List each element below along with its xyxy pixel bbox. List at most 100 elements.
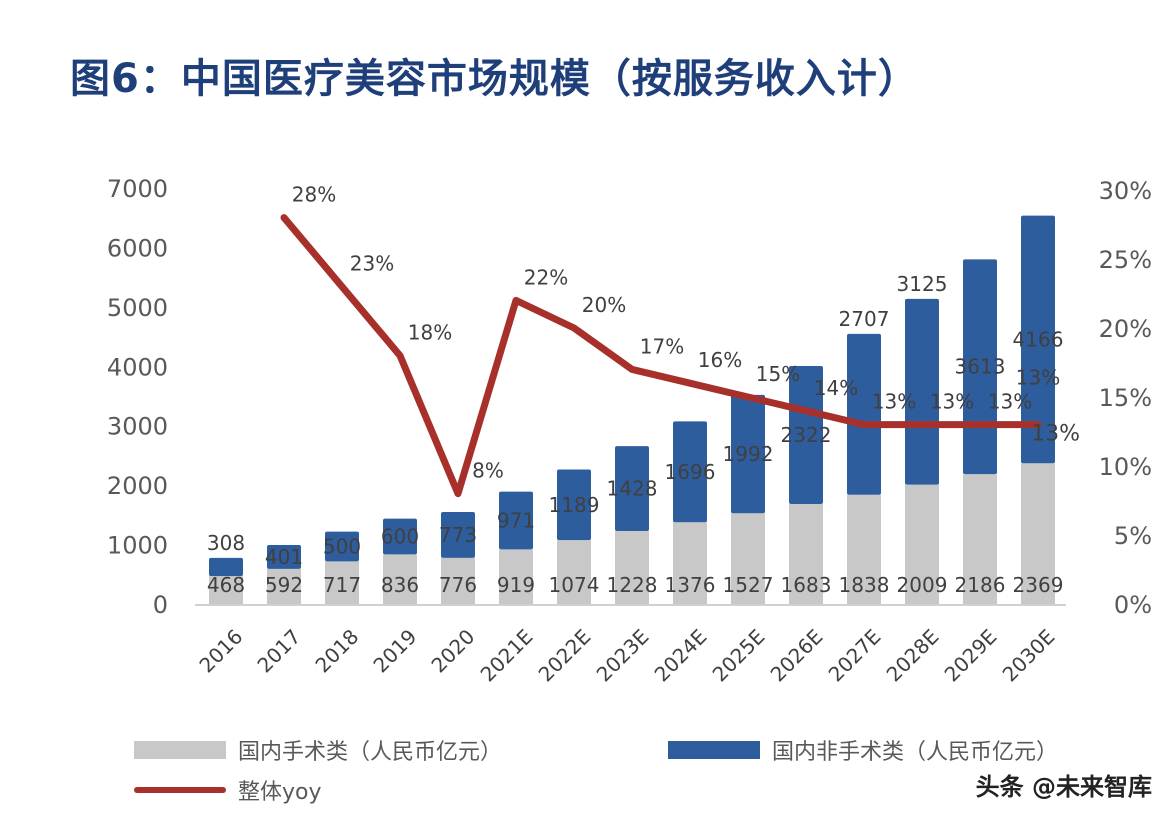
data-label-yoy: 23% xyxy=(350,252,394,276)
bar-surgical xyxy=(325,561,359,604)
data-label-surgical: 919 xyxy=(497,573,535,597)
data-label-yoy: 13% xyxy=(1016,366,1060,390)
x-axis-tick-label: 2025E xyxy=(708,624,770,686)
data-label-surgical: 776 xyxy=(439,573,477,597)
left-axis-tick-label: 4000 xyxy=(107,353,168,381)
data-label-nonsurgical: 308 xyxy=(207,531,245,555)
bar-nonsurgical xyxy=(963,259,997,475)
data-label-yoy: 16% xyxy=(698,348,742,372)
data-label-yoy: 22% xyxy=(524,265,568,289)
left-axis-tick-label: 6000 xyxy=(107,234,168,262)
data-label-surgical: 836 xyxy=(381,573,419,597)
data-label-yoy: 14% xyxy=(814,376,858,400)
right-axis-extra-label: 13% xyxy=(1031,422,1080,447)
data-label-yoy: 15% xyxy=(756,362,800,386)
data-label-surgical: 592 xyxy=(265,573,303,597)
data-label-nonsurgical: 3125 xyxy=(897,272,948,296)
data-label-surgical: 1228 xyxy=(607,573,658,597)
left-axis-tick-label: 2000 xyxy=(107,472,168,500)
x-axis-tick-label: 2028E xyxy=(882,624,944,686)
bars-layer xyxy=(209,215,1055,604)
bar-nonsurgical xyxy=(557,469,591,541)
x-axis-tick-label: 2022E xyxy=(534,624,596,686)
bar-surgical xyxy=(557,540,591,604)
data-label-yoy: 28% xyxy=(292,183,336,207)
bar-nonsurgical xyxy=(441,511,475,558)
left-axis-tick-label: 3000 xyxy=(107,413,168,441)
data-label-surgical: 1074 xyxy=(549,573,600,597)
x-axis-ticks: 2016 2017 2018 2019 20202021E2022E2023E2024E… xyxy=(194,624,1059,686)
data-label-surgical: 2009 xyxy=(897,573,948,597)
yoy-line xyxy=(280,214,1042,498)
data-label-surgical: 468 xyxy=(207,573,245,597)
data-label-yoy: 8% xyxy=(472,459,504,483)
data-label-nonsurgical: 4166 xyxy=(1013,327,1064,351)
data-label-yoy: 13% xyxy=(930,390,974,414)
x-axis-tick-label: 2023E xyxy=(592,624,654,686)
x-axis-tick-label: 2029E xyxy=(940,624,1002,686)
bar-surgical xyxy=(615,531,649,604)
bar-nonsurgical xyxy=(789,365,823,504)
data-labels-layer: 468 592 717 836 776 919 1074 1228 1376 1527 1683 18… xyxy=(207,183,1064,597)
x-axis-tick-label: 2021E xyxy=(476,624,538,686)
bar-nonsurgical xyxy=(615,446,649,532)
bar-surgical xyxy=(209,576,243,604)
data-label-surgical: 1683 xyxy=(781,573,832,597)
gray-bar-swatch-icon xyxy=(134,741,226,759)
red-line-swatch-icon xyxy=(134,787,226,793)
data-label-nonsurgical: 1992 xyxy=(723,442,774,466)
data-label-nonsurgical: 2707 xyxy=(839,307,890,331)
data-label-surgical: 2369 xyxy=(1013,573,1064,597)
data-label-surgical: 2186 xyxy=(955,573,1006,597)
bar-surgical xyxy=(499,549,533,604)
right-axis-tick-label: 20% xyxy=(1099,315,1152,343)
bar-surgical xyxy=(731,513,765,604)
data-label-nonsurgical: 500 xyxy=(323,535,361,559)
x-axis-tick-label: 2016 xyxy=(194,624,247,677)
right-axis-tick-label: 30% xyxy=(1099,177,1152,205)
bar-nonsurgical xyxy=(499,491,533,550)
bar-surgical xyxy=(1021,463,1055,604)
right-axis-tick-label: 25% xyxy=(1099,246,1152,274)
data-label-yoy: 17% xyxy=(640,334,684,358)
bar-surgical xyxy=(963,474,997,604)
data-label-yoy: 20% xyxy=(582,293,626,317)
data-label-nonsurgical: 3613 xyxy=(955,355,1006,379)
right-axis-tick-label: 10% xyxy=(1099,453,1152,481)
bar-surgical xyxy=(441,557,475,604)
blue-bar-swatch-icon xyxy=(668,741,760,759)
right-axis-tick-label: 5% xyxy=(1114,522,1152,550)
right-axis-tick-label: 15% xyxy=(1099,384,1152,412)
left-axis-tick-label: 1000 xyxy=(107,532,168,560)
data-label-surgical: 1838 xyxy=(839,573,890,597)
left-axis-tick-label: 7000 xyxy=(107,175,168,203)
data-label-nonsurgical: 401 xyxy=(265,545,303,569)
left-axis-tick-label: 5000 xyxy=(107,294,168,322)
x-axis-tick-label: 2018 xyxy=(310,624,363,677)
data-label-surgical: 1527 xyxy=(723,573,774,597)
bar-nonsurgical xyxy=(383,518,417,555)
bar-nonsurgical xyxy=(325,531,359,562)
bar-nonsurgical xyxy=(267,544,301,569)
data-label-surgical: 1376 xyxy=(665,573,716,597)
bar-nonsurgical xyxy=(1021,215,1055,464)
x-axis-tick-label: 2024E xyxy=(650,624,712,686)
bar-surgical xyxy=(847,494,881,604)
bar-surgical xyxy=(267,568,301,604)
left-axis-ticks: 0 1000 2000 3000 4000 5000 6000 7000 xyxy=(107,175,168,619)
data-label-surgical: 717 xyxy=(323,573,361,597)
legend-item-nonsurgical: 国内非手术类（人民币亿元） xyxy=(668,734,1058,766)
bar-nonsurgical xyxy=(673,421,707,523)
data-label-yoy: 13% xyxy=(988,390,1032,414)
data-label-nonsurgical: 971 xyxy=(497,509,535,533)
bar-nonsurgical xyxy=(905,298,939,485)
legend-item-yoy: 整体yoy xyxy=(134,774,322,806)
left-axis-tick-label: 0 xyxy=(153,591,168,619)
x-axis-tick-label: 2027E xyxy=(824,624,886,686)
data-label-nonsurgical: 600 xyxy=(381,524,419,548)
data-label-nonsurgical: 1428 xyxy=(607,477,658,501)
bar-surgical xyxy=(905,484,939,604)
x-axis-tick-label: 2030E xyxy=(998,624,1060,686)
chart-title: 图6：中国医疗美容市场规模（按服务收入计） xyxy=(70,56,919,102)
